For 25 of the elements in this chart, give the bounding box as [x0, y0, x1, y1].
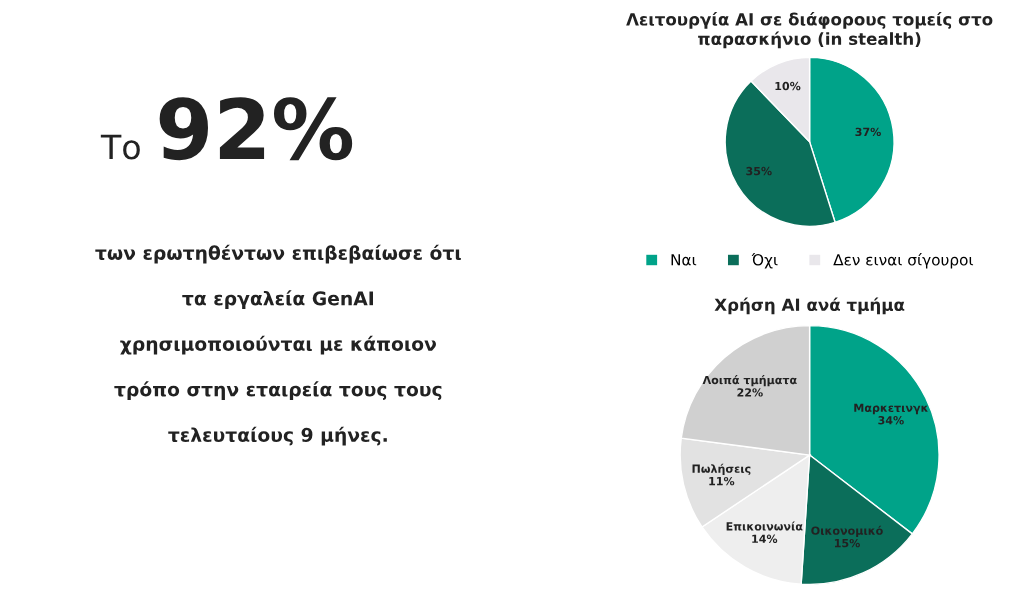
legend-label: Ναι	[671, 254, 697, 266]
slice-label: Μαρκετινγκ	[854, 403, 928, 415]
data-label: 34%	[878, 416, 904, 425]
data-label: 22%	[737, 388, 763, 397]
data-label: 15%	[834, 538, 860, 548]
slice-label: Οικονομικό	[811, 525, 883, 537]
text: των ερωτηθέντων επιβεβαίωσε ότι	[95, 244, 461, 264]
data-label: 10%	[775, 81, 801, 91]
text: τελευταίους 9 μήνες.	[168, 426, 387, 446]
slice-label: Λοιπά τμήματα	[702, 375, 797, 387]
text: χρησιμοποιούνται με κάποιον	[120, 335, 436, 355]
data-label: 14%	[752, 534, 778, 543]
text: τρόπο στην εταιρεία τους τους	[114, 381, 442, 401]
data-label: 11%	[709, 476, 735, 486]
data-label: 37%	[855, 127, 881, 137]
text: Το	[100, 134, 140, 160]
chart-title: Λειτουργία AI σε διάφορους τομείς στο παρασκήνιο (in stealth)	[626, 12, 993, 49]
slice-label: Επικοινωνία	[726, 521, 803, 531]
legend-label: Δεν ειναι σίγουροι	[833, 253, 974, 269]
legend-label: Όχι	[751, 253, 778, 269]
slice-label: Πωλήσεις	[692, 463, 751, 476]
chart-title: Χρήση AI ανά τμήμα	[714, 297, 905, 315]
text: τα εργαλεία GenAI	[182, 290, 373, 310]
data-label: 35%	[746, 166, 772, 176]
text: 92%	[159, 97, 353, 161]
